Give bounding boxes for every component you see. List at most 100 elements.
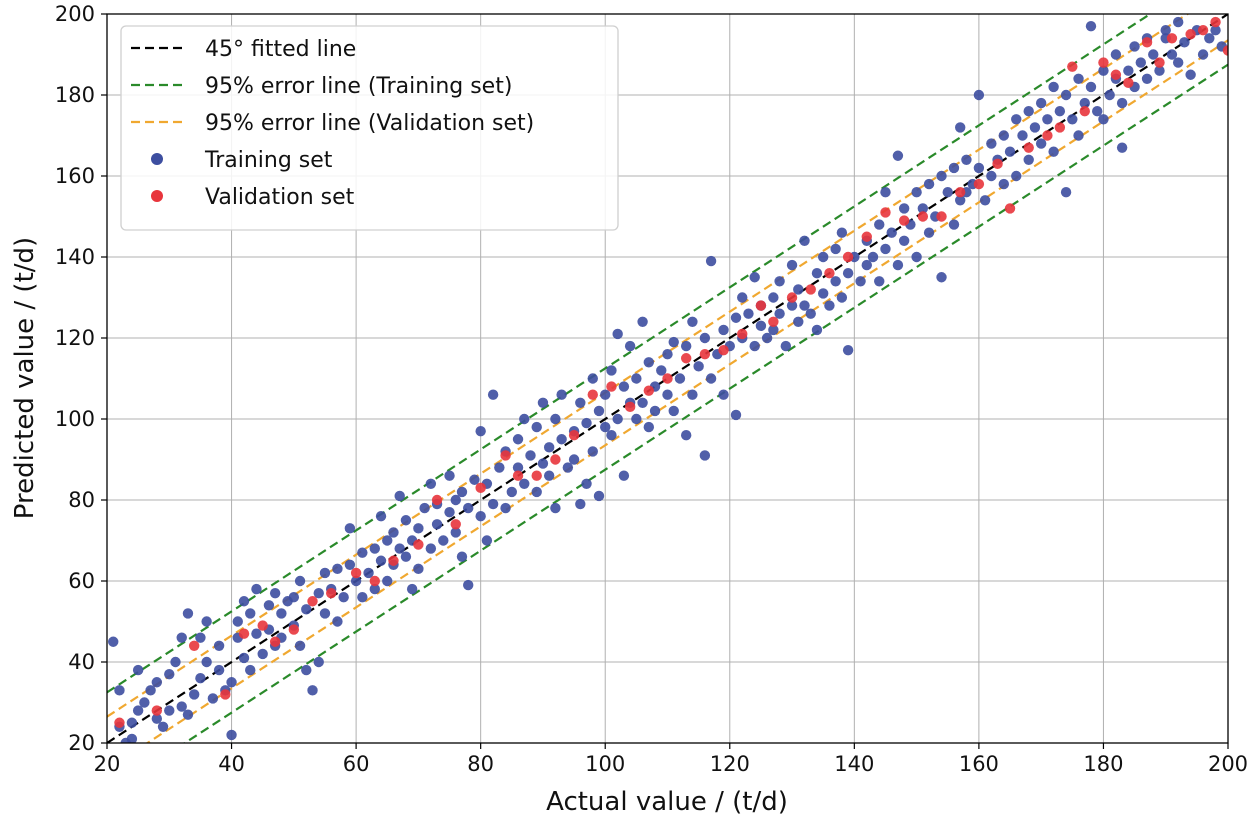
validation-point	[973, 178, 985, 190]
training-point	[805, 308, 816, 319]
training-point	[662, 349, 673, 360]
validation-point	[643, 385, 655, 396]
training-point	[830, 276, 841, 287]
training-point	[400, 551, 412, 562]
training-point	[749, 340, 760, 352]
training-point	[998, 178, 1009, 190]
validation-point	[500, 450, 511, 461]
x-tick-label: 20	[94, 752, 121, 776]
training-point	[1085, 81, 1097, 93]
training-point	[444, 470, 455, 481]
validation-point	[805, 284, 816, 295]
training-point	[251, 583, 262, 595]
training-point	[1116, 97, 1128, 109]
training-point	[979, 195, 991, 206]
training-point	[581, 478, 592, 489]
legend: 45° fitted line 95% error line (Training …	[120, 25, 619, 231]
x-tick-label: 80	[467, 752, 494, 776]
training-point	[892, 150, 904, 161]
training-point	[132, 705, 144, 716]
training-point	[668, 405, 679, 417]
training-point	[475, 511, 486, 522]
training-point	[201, 656, 212, 668]
x-tick-label: 60	[343, 752, 370, 776]
training-point	[195, 632, 206, 643]
training-point	[936, 272, 947, 283]
training-point	[425, 543, 437, 554]
training-point	[1204, 33, 1215, 44]
y-tick-label: 20	[68, 731, 95, 755]
validation-point	[1222, 45, 1228, 56]
training-point	[195, 673, 206, 684]
training-point	[519, 478, 530, 489]
legend-label: Validation set	[205, 185, 355, 210]
training-point	[774, 308, 785, 319]
validation-point	[431, 494, 443, 506]
training-point	[955, 195, 966, 206]
legend-entry: Training set	[151, 148, 333, 173]
training-point	[768, 292, 779, 303]
training-point	[923, 178, 935, 190]
training-point	[425, 478, 437, 489]
training-point	[182, 608, 194, 619]
x-tick-label: 180	[1083, 752, 1123, 776]
training-point	[817, 288, 829, 299]
validation-point	[1023, 142, 1034, 153]
validation-point	[475, 482, 486, 494]
training-point	[525, 450, 536, 461]
training-point	[955, 122, 966, 133]
training-point	[643, 357, 655, 368]
training-point	[506, 486, 518, 498]
training-point	[1210, 25, 1221, 36]
validation-point	[606, 381, 617, 392]
y-tick-label: 60	[68, 569, 95, 593]
training-point	[1110, 49, 1122, 60]
training-point	[668, 336, 679, 348]
training-point	[1067, 114, 1078, 125]
y-tick-label: 200	[55, 2, 95, 26]
training-point	[886, 227, 897, 238]
training-point	[656, 365, 667, 376]
training-point	[898, 203, 910, 214]
legend-entry: 45° fitted line	[131, 37, 356, 62]
validation-point	[388, 555, 399, 566]
training-point	[705, 373, 717, 384]
training-point	[1166, 49, 1178, 60]
training-point	[743, 308, 754, 319]
training-point	[294, 575, 306, 587]
validation-point	[512, 470, 524, 481]
training-point	[276, 608, 287, 619]
training-point	[1011, 170, 1022, 182]
validation-point	[550, 454, 561, 465]
training-point	[431, 519, 443, 530]
training-point	[824, 300, 835, 311]
reference-line-1	[182, 63, 1228, 743]
axis-ticks: 20 40 60 80 100 120 140 160 180 200 20 40 60 80 100 120…	[55, 2, 1248, 776]
training-point	[350, 575, 362, 587]
training-point	[1085, 20, 1097, 32]
reference-line-2	[107, 14, 1190, 718]
validation-point	[768, 316, 779, 327]
training-point	[550, 502, 561, 514]
training-point	[674, 373, 686, 384]
training-point	[176, 701, 187, 712]
training-point	[332, 563, 343, 575]
validation-point	[699, 349, 711, 360]
validation-point	[1067, 61, 1078, 72]
validation-point	[1123, 77, 1134, 89]
training-point	[618, 470, 630, 481]
training-point	[649, 405, 661, 417]
validation-point	[1154, 57, 1165, 68]
training-point	[631, 373, 642, 384]
training-point	[861, 259, 872, 271]
validation-point	[288, 624, 300, 635]
training-point	[973, 89, 985, 101]
validation-point	[1079, 106, 1090, 117]
validation-point	[587, 389, 598, 400]
training-point	[911, 187, 922, 198]
validation-point	[680, 353, 692, 364]
training-point	[519, 413, 530, 425]
validation-point	[1141, 37, 1153, 48]
training-point	[612, 328, 623, 340]
validation-point	[955, 187, 966, 198]
